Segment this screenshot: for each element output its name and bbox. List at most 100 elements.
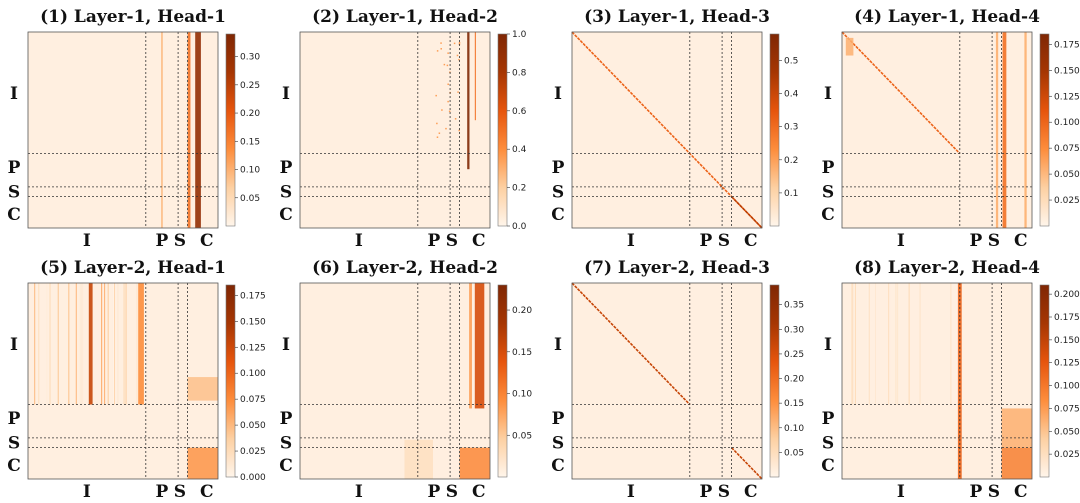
row-label-S: S — [552, 434, 564, 454]
row-label-S: S — [8, 183, 20, 203]
colorbar — [226, 285, 235, 477]
heatmap-cell — [1002, 408, 1032, 447]
heatmap-cell — [58, 283, 59, 405]
row-label-C: C — [7, 456, 21, 476]
heatmap-cell — [895, 283, 896, 405]
heatmap-cell — [76, 283, 77, 405]
panel-title: (7) Layer-2, Head-3 — [584, 258, 770, 278]
heatmap-cell — [68, 283, 69, 405]
row-label-I: I — [824, 335, 832, 355]
colorbar-tick-label: 0.100 — [240, 369, 266, 379]
colorbar-tick-label: 0.100 — [1054, 118, 1080, 128]
heatmap-cell — [125, 283, 126, 405]
heatmap-cell — [449, 111, 451, 113]
heatmap-cell — [457, 91, 459, 93]
colorbar-tick-label: 0.5 — [784, 56, 798, 66]
row-label-P: P — [280, 409, 293, 429]
colorbar — [1040, 285, 1049, 477]
colorbar-tick-label: 0.20 — [240, 109, 260, 119]
colorbar-tick-label: 0.025 — [240, 447, 266, 457]
heatmap-cell — [469, 283, 472, 408]
heatmap-cell — [868, 283, 869, 405]
heatmap-cell — [869, 283, 870, 405]
heatmap-background — [300, 32, 490, 228]
heatmap-cell — [447, 52, 449, 54]
colorbar-tick-label: 0.175 — [1054, 313, 1080, 323]
row-label-S: S — [822, 183, 834, 203]
colorbar-tick-label: 0.15 — [512, 348, 532, 358]
heatmap-cell — [460, 448, 490, 479]
heatmap-panel-6: (6) Layer-2, Head-2IPSCI P S C0.050.100.150… — [279, 258, 532, 502]
heatmap-cell — [996, 32, 998, 228]
col-label-C: C — [472, 482, 486, 502]
col-label-C: C — [744, 482, 758, 502]
col-label-P: P — [970, 231, 983, 251]
col-label-S: S — [988, 231, 1000, 251]
col-label-C: C — [472, 231, 486, 251]
row-label-C: C — [821, 456, 835, 476]
colorbar-tick-label: 0.075 — [1054, 404, 1080, 414]
row-label-I: I — [282, 84, 290, 104]
row-label-I: I — [554, 335, 562, 355]
heatmap-cell — [854, 283, 855, 405]
colorbar-tick-label: 0.35 — [784, 301, 804, 311]
heatmap-cell — [444, 64, 446, 66]
colorbar-tick-label: 0.125 — [240, 343, 266, 353]
heatmap-cell — [161, 32, 163, 228]
heatmap-cell — [188, 377, 218, 401]
colorbar-tick-label: 0.2 — [784, 156, 798, 166]
heatmap-cell — [1003, 32, 1007, 228]
panel-title: (4) Layer-1, Head-4 — [854, 7, 1040, 27]
col-label-I: I — [83, 482, 91, 502]
colorbar-tick-label: 0.050 — [1054, 170, 1080, 180]
heatmap-cell — [435, 95, 437, 97]
heatmap-panel-2: (2) Layer-1, Head-2IPSCI P S C0.00.20.40.60… — [279, 7, 526, 251]
heatmap-cell — [101, 283, 102, 405]
heatmap-cell — [188, 32, 191, 228]
row-label-C: C — [551, 205, 565, 225]
colorbar-tick-label: 0.15 — [240, 137, 260, 147]
row-label-S: S — [822, 434, 834, 454]
heatmap-cell — [113, 283, 114, 405]
row-label-C: C — [279, 205, 293, 225]
heatmap-cell — [475, 283, 485, 408]
heatmap-cell — [467, 32, 469, 169]
heatmap-cell — [440, 42, 442, 44]
colorbar — [226, 34, 235, 226]
heatmap-cell — [447, 65, 449, 67]
col-label-P: P — [156, 482, 169, 502]
col-label-S: S — [174, 231, 186, 251]
heatmap-cell — [447, 101, 449, 103]
heatmap-cell — [105, 283, 106, 405]
heatmap-cell — [447, 84, 449, 86]
col-label-I: I — [897, 482, 905, 502]
heatmap-cell — [405, 440, 434, 479]
col-label-S: S — [718, 482, 730, 502]
colorbar-tick-label: 0.200 — [1054, 290, 1080, 300]
heatmap-panel-7: (7) Layer-2, Head-3IPSCI P S C0.050.100.150… — [551, 258, 804, 502]
col-label-I: I — [897, 231, 905, 251]
heatmap-cell — [437, 136, 439, 138]
colorbar-tick-label: 0.4 — [512, 145, 527, 155]
row-label-C: C — [821, 205, 835, 225]
colorbar — [770, 34, 779, 226]
panel-title: (5) Layer-2, Head-1 — [40, 258, 226, 278]
col-label-S: S — [988, 482, 1000, 502]
colorbar-tick-label: 0.2 — [512, 184, 526, 194]
col-label-C: C — [200, 482, 214, 502]
heatmap-cell — [457, 55, 459, 57]
col-label-P: P — [428, 231, 441, 251]
heatmap-cell — [855, 283, 856, 405]
heatmap-cell — [436, 123, 438, 125]
row-label-I: I — [10, 335, 18, 355]
colorbar-tick-label: 0.05 — [512, 431, 532, 441]
heatmap-cell — [889, 283, 890, 405]
heatmap-cell — [115, 283, 116, 405]
heatmap-cell — [188, 448, 218, 479]
heatmap-panel-5: (5) Layer-2, Head-1IPSCI P S C0.0000.0250.0… — [7, 258, 266, 502]
row-label-C: C — [7, 205, 21, 225]
colorbar-tick-label: 0.050 — [240, 421, 266, 431]
row-label-S: S — [280, 434, 292, 454]
heatmap-panel-8: (8) Layer-2, Head-4IPSCI P S C0.0250.0500.0… — [821, 258, 1080, 502]
